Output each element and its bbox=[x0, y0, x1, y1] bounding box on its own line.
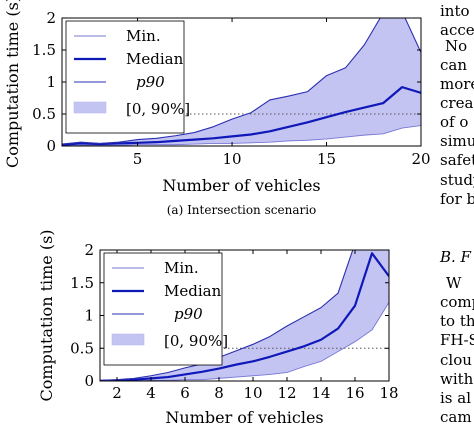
side-text-line: safet bbox=[440, 151, 474, 169]
x-tick-label: 5 bbox=[133, 150, 143, 168]
legend-label: p90 bbox=[136, 73, 165, 91]
p90-series-line bbox=[62, 18, 421, 145]
legend-label: Median bbox=[164, 282, 222, 300]
side-text-line: for b bbox=[440, 190, 474, 208]
legend-label: p90 bbox=[174, 305, 203, 323]
chart-intersection-scenario: 0 0.5 1 1.5 2 5 10 15 20 Number of vehicles Comput… bbox=[3, 0, 431, 217]
side-text-line: with bbox=[440, 370, 474, 388]
y-tick-label: 1 bbox=[84, 307, 94, 325]
side-text-line: creas bbox=[440, 94, 474, 112]
y-axis-label: Computation time (s) bbox=[37, 229, 56, 401]
x-tick-label: 14 bbox=[311, 384, 330, 402]
y-tick-label: 0 bbox=[46, 137, 56, 155]
side-text-line: clou bbox=[440, 351, 472, 369]
side-text-line: study bbox=[440, 171, 474, 189]
side-text-line: into bbox=[440, 2, 470, 20]
x-axis-label: Number of vehicles bbox=[162, 176, 320, 195]
x-tick-label: 20 bbox=[411, 150, 430, 168]
legend-band-symbol bbox=[111, 333, 145, 346]
side-text-line: is al bbox=[440, 389, 471, 407]
legend-box bbox=[65, 20, 185, 134]
y-tick-label: 2 bbox=[46, 9, 56, 27]
x-tick-label: 12 bbox=[277, 384, 296, 402]
y-tick-label: 0.5 bbox=[70, 339, 94, 357]
legend-label: Median bbox=[126, 50, 184, 68]
legend-band-symbol bbox=[73, 101, 107, 114]
p90-series-line bbox=[100, 250, 354, 381]
y-tick-label: 1.5 bbox=[32, 41, 56, 59]
side-text-line: acce bbox=[440, 21, 474, 39]
plot-area bbox=[62, 18, 421, 146]
legend: Min. Median p90 [0, 90%] bbox=[103, 252, 228, 366]
side-text-line: more bbox=[440, 75, 474, 93]
x-tick-label: 15 bbox=[317, 150, 336, 168]
y-tick-label: 1 bbox=[46, 73, 56, 91]
side-text-line: to th bbox=[440, 312, 474, 330]
legend-label: Min. bbox=[126, 27, 161, 45]
side-text-line: FH-S bbox=[440, 331, 474, 349]
legend-box bbox=[103, 252, 223, 366]
x-tick-label: 2 bbox=[112, 384, 122, 402]
y-axis-label: Computation time (s) bbox=[3, 0, 22, 168]
side-text-line: can bbox=[440, 56, 467, 74]
side-text-line: simu bbox=[440, 132, 474, 150]
x-tick-label: 4 bbox=[146, 384, 156, 402]
x-axis-label: Number of vehicles bbox=[165, 408, 323, 427]
legend: Min. Median p90 [0, 90%] bbox=[65, 20, 190, 134]
side-section-heading: B. F bbox=[439, 248, 472, 266]
figure-caption: (a) Intersection scenario bbox=[167, 203, 317, 217]
min-series-line bbox=[100, 302, 389, 381]
median-series-line bbox=[100, 252, 389, 381]
side-text-line: cam bbox=[440, 408, 472, 426]
y-tick-label: 0 bbox=[84, 372, 94, 390]
chart-second-scenario: 0 0.5 1 1.5 2 2 4 6 8 10 12 14 16 18 Number of vehicle… bbox=[37, 229, 399, 427]
legend-label: [0, 90%] bbox=[164, 332, 228, 350]
x-tick-label: 8 bbox=[214, 384, 224, 402]
x-tick-label: 6 bbox=[180, 384, 190, 402]
min-series-line bbox=[62, 125, 421, 146]
side-text-line: comp bbox=[440, 293, 474, 311]
side-text-line: of o bbox=[440, 113, 468, 131]
side-text-line: No bbox=[445, 37, 467, 55]
y-tick-label: 1.5 bbox=[70, 274, 94, 292]
median-series-line bbox=[62, 86, 421, 146]
side-text-line: W bbox=[446, 274, 462, 292]
y-tick-label: 2 bbox=[84, 241, 94, 259]
y-tick-label: 0.5 bbox=[32, 105, 56, 123]
legend-label: [0, 90%] bbox=[126, 100, 190, 118]
x-tick-label: 16 bbox=[345, 384, 364, 402]
legend-label: Min. bbox=[164, 259, 199, 277]
x-tick-label: 18 bbox=[379, 384, 398, 402]
x-tick-label: 10 bbox=[223, 150, 242, 168]
x-tick-label: 10 bbox=[243, 384, 262, 402]
